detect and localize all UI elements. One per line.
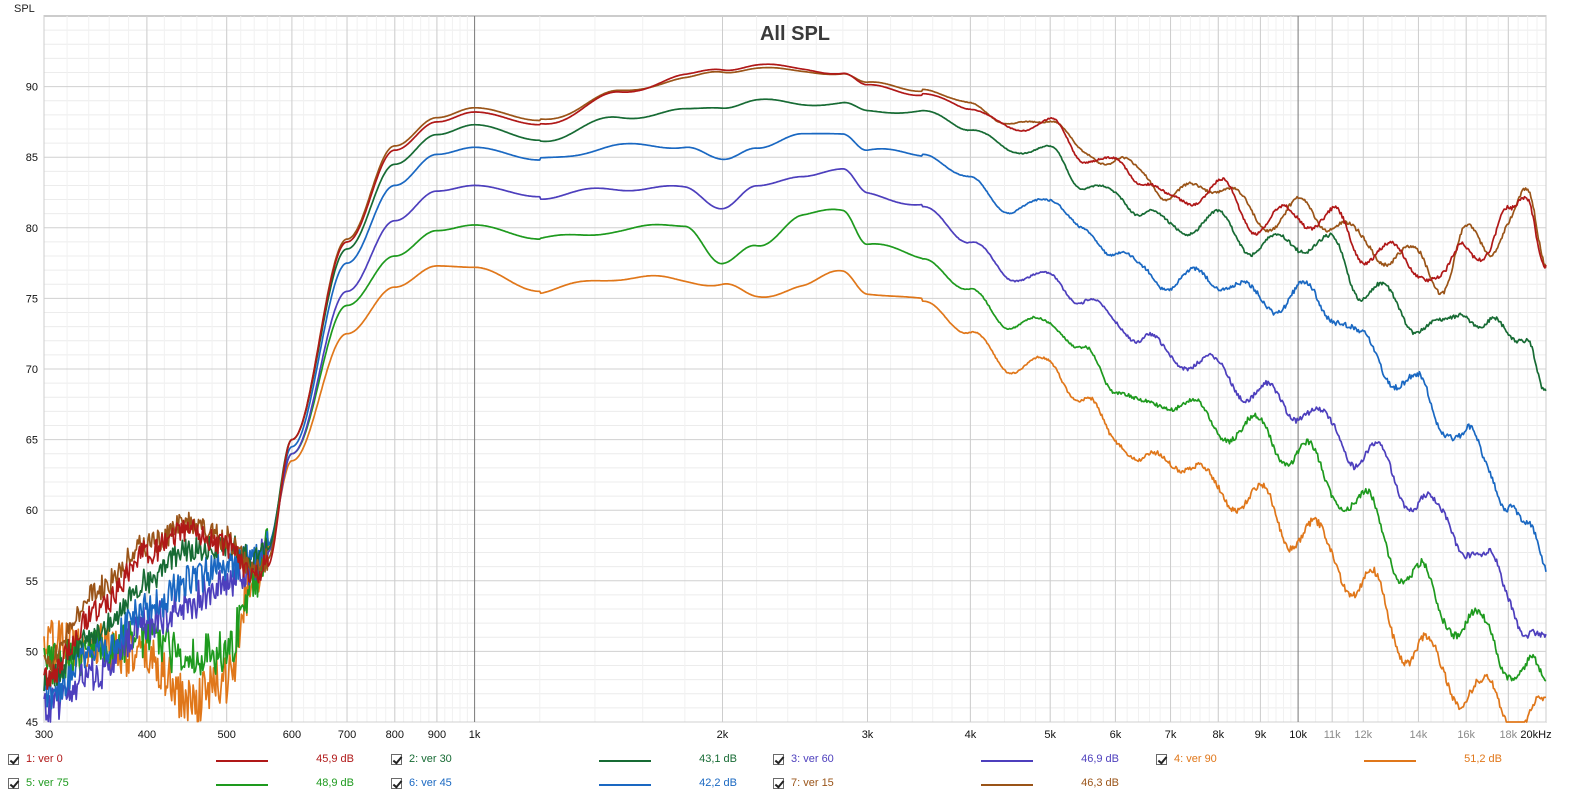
y-tick-label: 70 <box>26 364 38 376</box>
y-tick-label: 55 <box>26 576 38 588</box>
y-tick-label: 45 <box>26 717 38 729</box>
legend-label: 1: ver 0 <box>26 753 63 765</box>
x-tick-label: 11k <box>1324 729 1341 741</box>
x-tick-label: 20kHz <box>1520 729 1551 741</box>
x-tick-label: 2k <box>717 729 729 741</box>
x-tick-label: 1k <box>469 729 481 741</box>
chart-title: All SPL <box>760 23 830 45</box>
x-tick-label: 8k <box>1212 729 1224 741</box>
x-tick-label: 7k <box>1165 729 1177 741</box>
y-tick-label: 65 <box>26 435 38 447</box>
legend-checkbox[interactable] <box>391 754 402 765</box>
legend-checkbox[interactable] <box>773 778 784 789</box>
x-tick-label: 5k <box>1044 729 1056 741</box>
series-line <box>43 63 1547 691</box>
legend: 1: ver 0 45,9 dB 2: ver 30 43,1 dB 3: ve… <box>0 746 1590 806</box>
legend-label: 5: ver 75 <box>26 777 69 789</box>
x-tick-labels: 300 400 500 600 700 800 900 1k 2k 3k 4k 5k 6k 7k 8k 9k 1… <box>35 729 1552 741</box>
legend-checkbox[interactable] <box>8 754 19 765</box>
x-tick-label: 400 <box>138 729 156 741</box>
legend-swatch <box>599 784 651 786</box>
legend-swatch <box>981 784 1033 786</box>
legend-swatch <box>216 760 268 762</box>
legend-checkbox[interactable] <box>1156 754 1167 765</box>
x-tick-label: 3k <box>862 729 874 741</box>
legend-checkbox[interactable] <box>391 778 402 789</box>
x-tick-label: 6k <box>1110 729 1122 741</box>
legend-item[interactable]: 2: ver 30 43,1 dB <box>391 750 771 772</box>
legend-swatch <box>981 760 1033 762</box>
y-tick-label: 80 <box>26 223 38 235</box>
y-tick-label: 75 <box>26 293 38 305</box>
x-tick-label: 800 <box>386 729 404 741</box>
x-tick-label: 300 <box>35 729 53 741</box>
y-tick-labels: 45 50 55 60 65 70 75 80 85 90 <box>26 82 38 729</box>
y-tick-label: 60 <box>26 505 38 517</box>
legend-swatch <box>1364 760 1416 762</box>
legend-item[interactable]: 7: ver 15 46,3 dB <box>773 774 1153 796</box>
legend-value: 45,9 dB <box>316 753 354 765</box>
legend-label: 4: ver 90 <box>1174 753 1217 765</box>
x-tick-label: 14k <box>1410 729 1428 741</box>
legend-checkbox[interactable] <box>773 754 784 765</box>
x-tick-label: 700 <box>338 729 356 741</box>
x-tick-label: 900 <box>428 729 446 741</box>
x-tick-label: 12k <box>1354 729 1372 741</box>
legend-label: 6: ver 45 <box>409 777 452 789</box>
y-tick-label: 50 <box>26 646 38 658</box>
series-line <box>43 265 1546 723</box>
y-tick-label: 85 <box>26 152 38 164</box>
legend-item[interactable]: 4: ver 90 51,2 dB <box>1156 750 1536 772</box>
legend-value: 42,2 dB <box>699 777 737 789</box>
x-tick-label: 16k <box>1457 729 1475 741</box>
legend-item[interactable]: 6: ver 45 42,2 dB <box>391 774 771 796</box>
legend-value: 43,1 dB <box>699 753 737 765</box>
legend-value: 51,2 dB <box>1464 753 1502 765</box>
major-gridlines <box>43 16 1547 723</box>
legend-label: 2: ver 30 <box>409 753 452 765</box>
x-tick-label: 600 <box>283 729 301 741</box>
legend-value: 46,9 dB <box>1081 753 1119 765</box>
legend-item[interactable]: 5: ver 75 48,9 dB <box>8 774 388 796</box>
x-tick-label: 4k <box>965 729 977 741</box>
x-tick-label: 18k <box>1499 729 1517 741</box>
series-line <box>43 132 1547 710</box>
legend-value: 46,3 dB <box>1081 777 1119 789</box>
x-tick-label: 9k <box>1255 729 1267 741</box>
spl-chart: 300 400 500 600 700 800 900 1k 2k 3k 4k 5k 6k 7k 8k 9k 1… <box>14 3 1552 741</box>
y-axis-label: SPL <box>14 3 35 15</box>
x-tick-label: 500 <box>218 729 236 741</box>
legend-label: 3: ver 60 <box>791 753 834 765</box>
y-tick-label: 90 <box>26 82 38 94</box>
legend-swatch <box>599 760 651 762</box>
legend-checkbox[interactable] <box>8 778 19 789</box>
legend-label: 7: ver 15 <box>791 777 834 789</box>
x-tick-label: 10k <box>1289 729 1307 741</box>
legend-swatch <box>216 784 268 786</box>
series-line <box>43 168 1547 723</box>
legend-value: 48,9 dB <box>316 777 354 789</box>
legend-item[interactable]: 1: ver 0 45,9 dB <box>8 750 388 772</box>
legend-item[interactable]: 3: ver 60 46,9 dB <box>773 750 1153 772</box>
series-layer <box>43 63 1547 723</box>
